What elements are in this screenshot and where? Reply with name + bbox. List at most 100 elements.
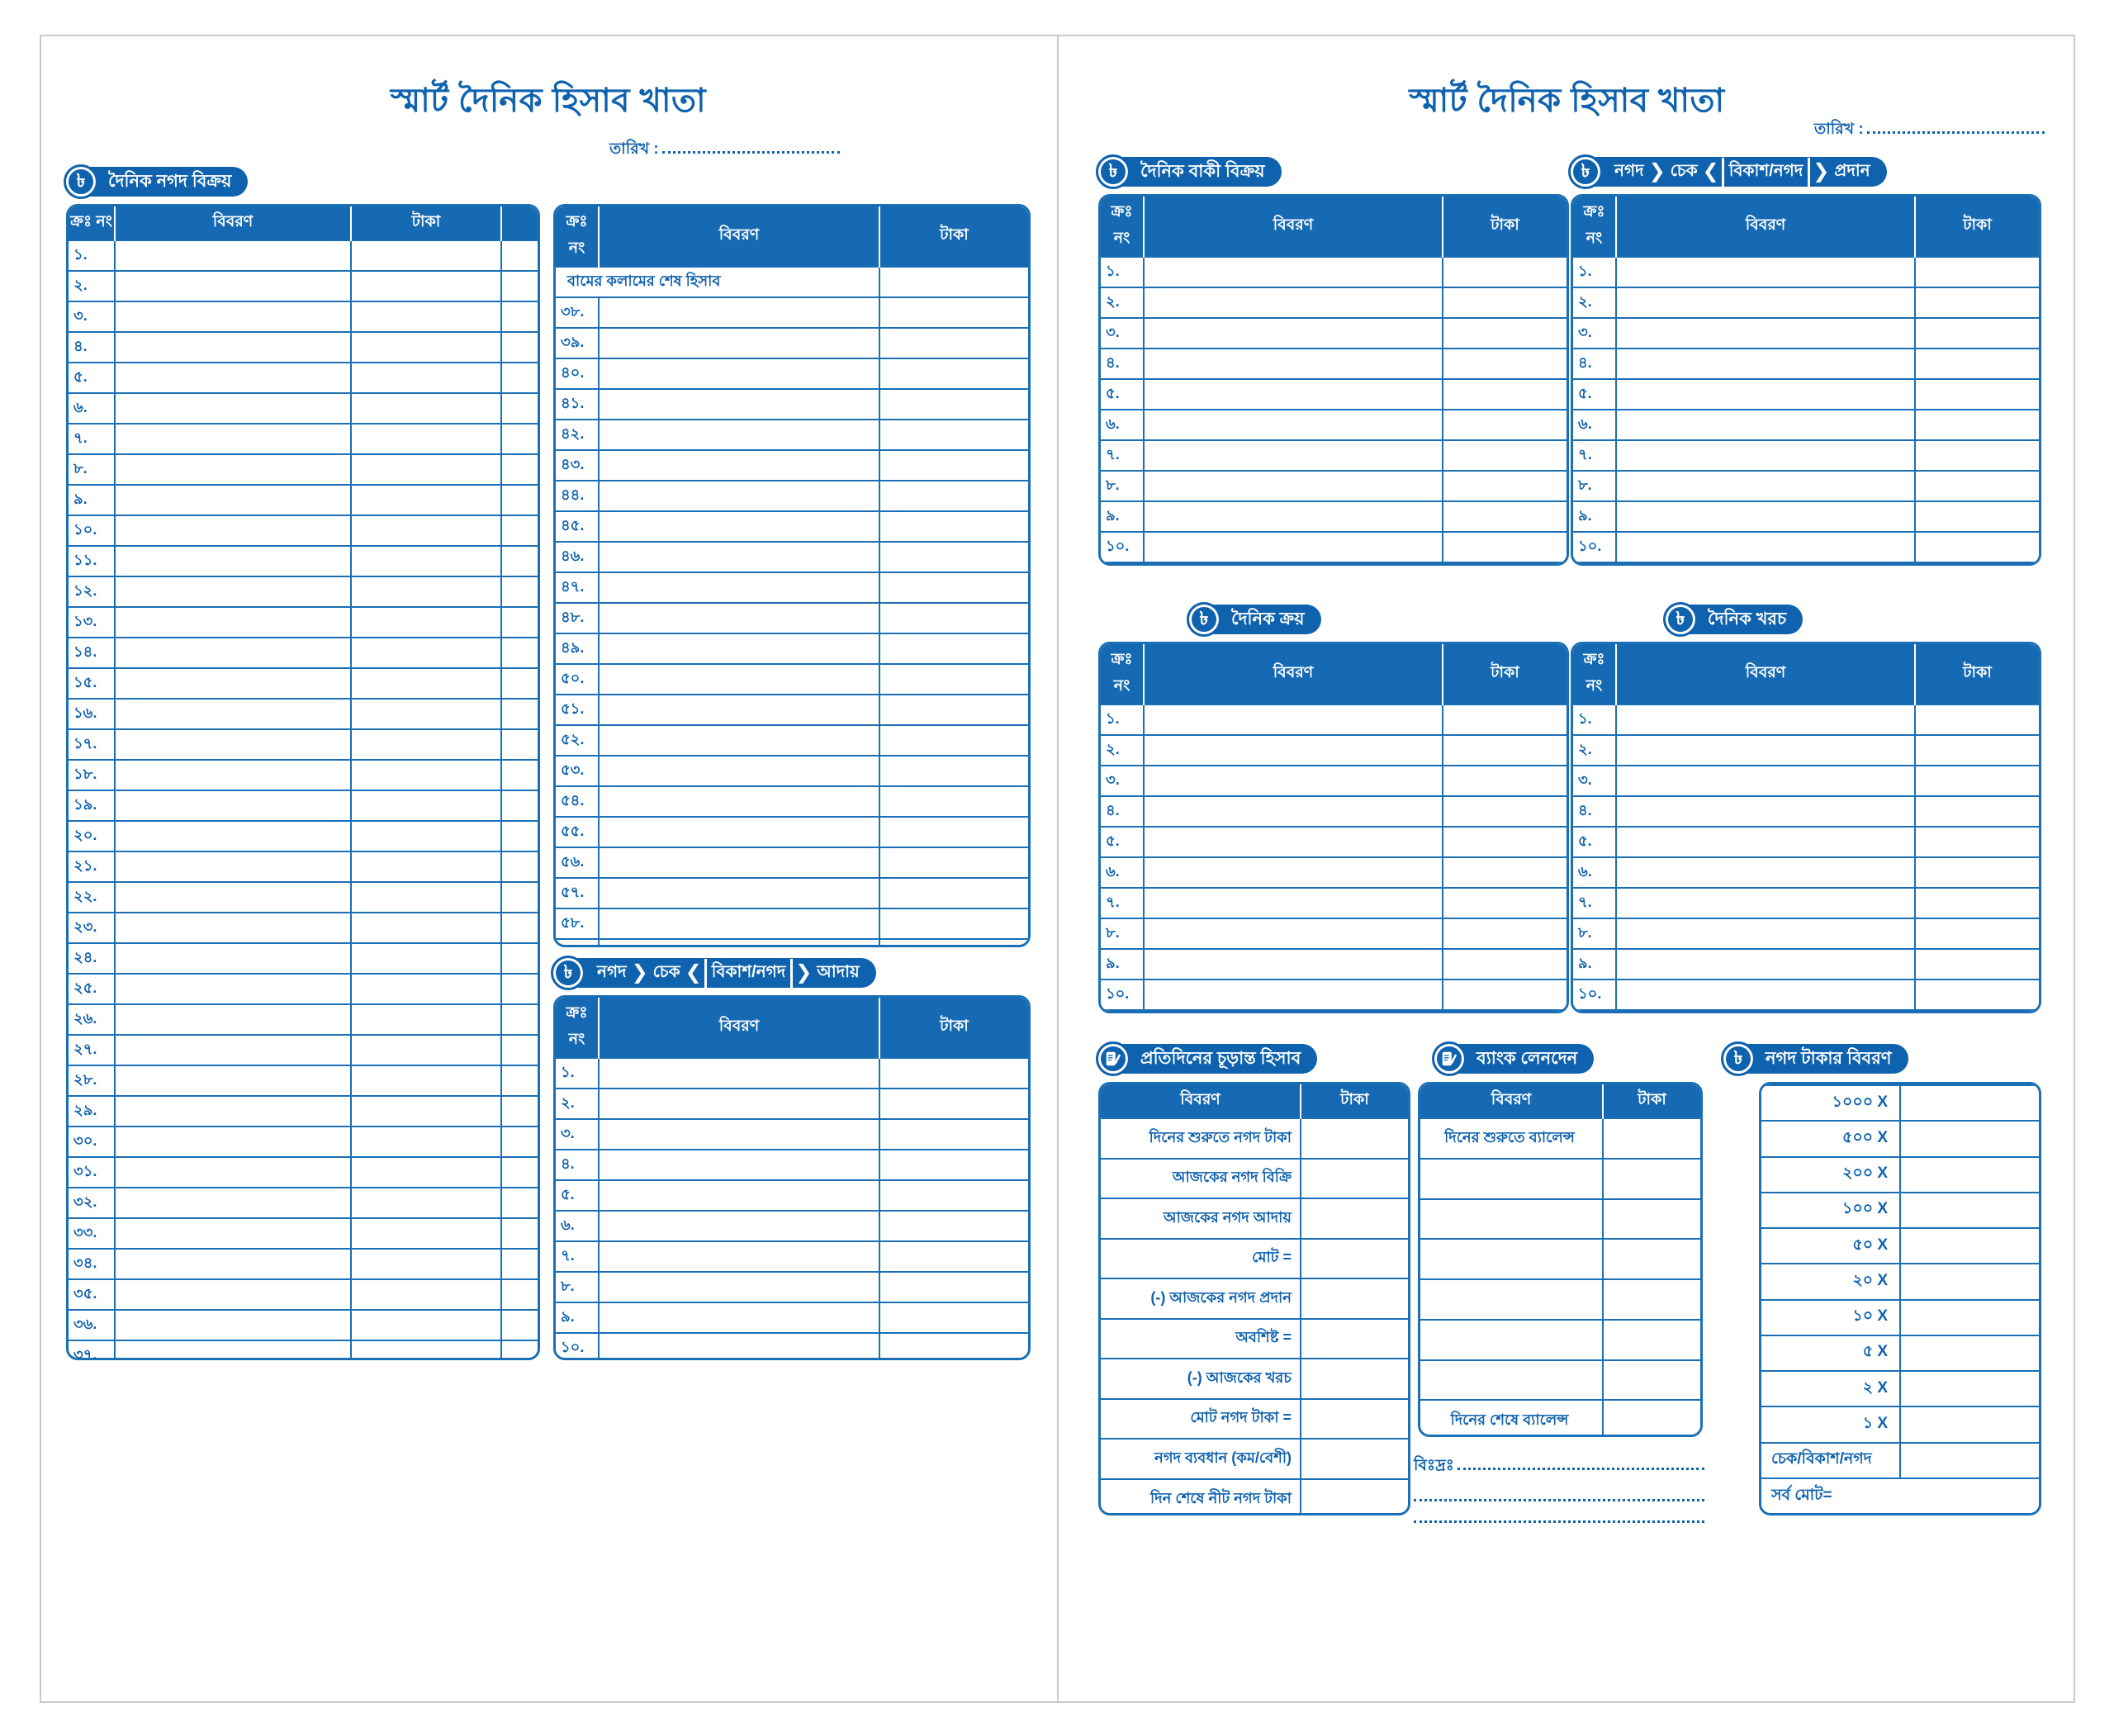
cell-amount-decimal[interactable] bbox=[501, 392, 538, 424]
cell-amount-decimal[interactable] bbox=[501, 423, 538, 454]
cell-final-amount[interactable] bbox=[1301, 1477, 1408, 1513]
cell-description[interactable] bbox=[1144, 500, 1443, 532]
cell-serial[interactable]: ৫. bbox=[1573, 378, 1617, 410]
cell-description[interactable] bbox=[115, 1248, 352, 1279]
cell-amount[interactable] bbox=[1915, 765, 2039, 796]
cell-amount[interactable] bbox=[879, 1210, 1028, 1241]
cell-amount-decimal[interactable] bbox=[501, 637, 538, 668]
cell-serial[interactable]: ২০. bbox=[69, 820, 116, 851]
denomination-row[interactable]: ২০ X bbox=[1761, 1263, 2039, 1300]
date-field-left[interactable]: তারিখ : bbox=[609, 137, 840, 164]
cell-description[interactable] bbox=[599, 938, 880, 945]
cell-description[interactable] bbox=[115, 1065, 352, 1096]
cell-amount[interactable] bbox=[879, 816, 1028, 847]
table-row[interactable]: ৩. bbox=[1573, 317, 2039, 349]
cell-amount[interactable] bbox=[351, 576, 502, 607]
cell-serial[interactable]: ১০. bbox=[1101, 979, 1145, 1010]
cell-description[interactable] bbox=[1616, 348, 1916, 379]
cell-amount-decimal[interactable] bbox=[501, 1340, 538, 1358]
date-input-left[interactable] bbox=[661, 145, 840, 154]
cell-bank-amount[interactable] bbox=[1603, 1318, 1700, 1360]
cell-description[interactable] bbox=[599, 816, 880, 847]
cell-amount[interactable] bbox=[351, 912, 502, 943]
cell-description[interactable] bbox=[115, 1340, 352, 1358]
table-row[interactable]: ৫. bbox=[69, 362, 538, 393]
cell-description[interactable] bbox=[599, 327, 880, 358]
cell-amount[interactable] bbox=[1915, 470, 2039, 501]
cell-serial[interactable]: ৭. bbox=[556, 1240, 600, 1272]
cell-amount-decimal[interactable] bbox=[501, 667, 538, 699]
table-row[interactable]: ৮. bbox=[1101, 470, 1567, 501]
cell-amount[interactable] bbox=[879, 358, 1028, 389]
cell-amount[interactable] bbox=[1915, 256, 2039, 287]
cell-amount-decimal[interactable] bbox=[501, 698, 538, 729]
cell-serial[interactable]: ৭. bbox=[1101, 887, 1145, 918]
cell-serial[interactable]: ২৭. bbox=[69, 1034, 116, 1065]
cell-serial[interactable]: ৬. bbox=[556, 1210, 600, 1241]
cell-final-amount[interactable] bbox=[1301, 1438, 1408, 1479]
final-account-row[interactable]: আজকের নগদ আদায় bbox=[1101, 1198, 1408, 1239]
cell-amount[interactable] bbox=[879, 847, 1028, 878]
cell-serial[interactable]: ১১. bbox=[69, 545, 116, 576]
cell-serial[interactable]: ৯. bbox=[1573, 948, 1617, 979]
cell-serial[interactable]: ২৪. bbox=[69, 942, 116, 974]
cell-serial[interactable]: ৫৩. bbox=[556, 755, 600, 786]
cell-serial[interactable]: ৫. bbox=[1101, 826, 1145, 857]
cell-amount[interactable] bbox=[351, 484, 502, 515]
cell-description[interactable] bbox=[599, 602, 880, 633]
cell-denomination-count[interactable] bbox=[1900, 1120, 2039, 1157]
bank-row[interactable] bbox=[1420, 1318, 1700, 1360]
cell-description[interactable] bbox=[599, 480, 880, 511]
table-cash-payment[interactable]: ক্রঃ নং বিবরণ টাকা ১. ২. ৩. ৪. ৫. ৬. ৭. ৮. ৯. ১০.… bbox=[1571, 194, 2041, 566]
table-row[interactable]: ৬. bbox=[556, 1210, 1028, 1241]
cell-amount-decimal[interactable] bbox=[501, 240, 538, 271]
cell-serial[interactable]: ২. bbox=[1101, 287, 1145, 318]
cell-description[interactable] bbox=[1616, 378, 1916, 410]
table-row[interactable]: ৫২. bbox=[556, 724, 1028, 756]
table-row[interactable]: ৪৪. bbox=[556, 480, 1028, 511]
cell-serial[interactable]: ১০. bbox=[1573, 531, 1617, 562]
cell-amount[interactable] bbox=[1443, 562, 1567, 563]
table-row[interactable]: ৮. bbox=[1573, 470, 2039, 501]
cell-bank-amount[interactable] bbox=[1603, 1117, 1700, 1159]
denomination-row[interactable]: ১০ X bbox=[1761, 1298, 2039, 1335]
table-row[interactable]: ৫৮. bbox=[556, 908, 1028, 939]
table-row[interactable]: ৪. bbox=[556, 1149, 1028, 1180]
table-row[interactable]: ১৬. bbox=[69, 698, 538, 729]
cell-description[interactable] bbox=[599, 847, 880, 878]
cell-amount-decimal[interactable] bbox=[501, 331, 538, 363]
table-row[interactable]: ২৬. bbox=[69, 1003, 538, 1035]
cell-description[interactable] bbox=[115, 301, 352, 332]
table-row[interactable]: ২. bbox=[1573, 734, 2039, 766]
cell-description[interactable] bbox=[599, 785, 880, 817]
table-row[interactable]: ২৩. bbox=[69, 912, 538, 943]
cell-description[interactable] bbox=[1144, 531, 1443, 562]
cell-bank-amount[interactable] bbox=[1603, 1198, 1700, 1240]
cell-bank-label[interactable] bbox=[1420, 1318, 1604, 1360]
cell-amount-decimal[interactable] bbox=[501, 301, 538, 332]
cell-description[interactable] bbox=[1144, 734, 1443, 766]
denomination-row[interactable]: ১ X bbox=[1761, 1406, 2039, 1443]
table-row[interactable]: ২৪. bbox=[69, 942, 538, 974]
bank-row[interactable] bbox=[1420, 1198, 1700, 1240]
cell-amount[interactable] bbox=[879, 602, 1028, 633]
cell-amount[interactable] bbox=[879, 388, 1028, 420]
cell-description[interactable] bbox=[1616, 470, 1916, 501]
table-row[interactable]: ৩. bbox=[1101, 765, 1567, 796]
cell-amount[interactable] bbox=[351, 667, 502, 699]
final-account-row[interactable]: আজকের নগদ বিক্রি bbox=[1101, 1157, 1408, 1198]
cell-description[interactable] bbox=[115, 240, 352, 271]
table-row[interactable]: ২৭. bbox=[69, 1034, 538, 1065]
cell-description[interactable] bbox=[115, 820, 352, 851]
cell-amount[interactable] bbox=[1915, 948, 2039, 979]
cell-description[interactable] bbox=[115, 423, 352, 454]
table-row[interactable]: ৯. bbox=[1101, 948, 1567, 979]
table-row[interactable]: ২. bbox=[1101, 287, 1567, 318]
cell-amount[interactable] bbox=[1915, 562, 2039, 563]
cell-serial[interactable]: ২৮. bbox=[69, 1065, 116, 1096]
table-row[interactable]: ৪৬. bbox=[556, 541, 1028, 572]
cell-amount[interactable] bbox=[1915, 1009, 2039, 1011]
cell-serial[interactable]: ৯. bbox=[1573, 500, 1617, 532]
cell-amount[interactable] bbox=[1443, 887, 1567, 918]
table-row[interactable]: ৯. bbox=[556, 1302, 1028, 1333]
